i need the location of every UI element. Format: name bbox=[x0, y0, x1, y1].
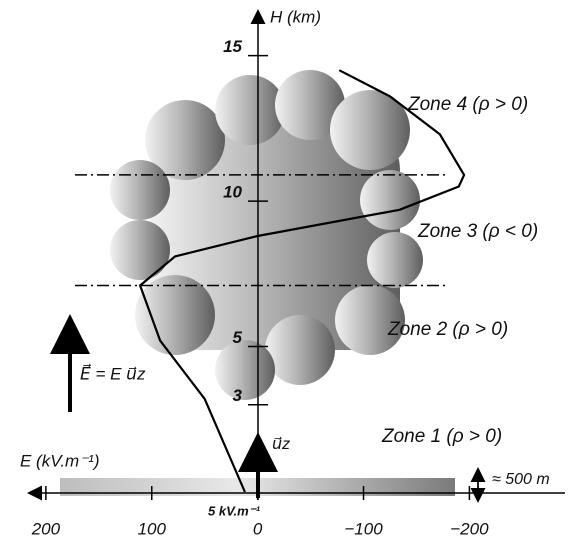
x-axis-label: E (kV.m⁻¹) bbox=[20, 451, 99, 470]
uz-label: u⃗z bbox=[272, 436, 290, 453]
zone-label: Zone 1 (ρ > 0) bbox=[381, 426, 502, 447]
page: H (km) E (kV.m⁻¹) Zone 4 (ρ > 0) Zone 3 … bbox=[0, 0, 582, 544]
y-tick-label: 15 bbox=[223, 37, 242, 56]
zone-label: Zone 4 (ρ > 0) bbox=[407, 94, 528, 115]
x-tick-label: −200 bbox=[450, 519, 489, 538]
y-tick-label: 5 bbox=[233, 328, 243, 347]
zone-label: Zone 2 (ρ > 0) bbox=[387, 319, 508, 340]
x-tick-label: 0 bbox=[253, 519, 263, 538]
x-tick-label: 100 bbox=[138, 519, 167, 538]
scale-label: 5 kV.m⁻¹ bbox=[208, 503, 261, 518]
x-tick-label: −100 bbox=[344, 519, 383, 538]
height-label: ≈ 500 m bbox=[492, 471, 550, 488]
x-tick-label: 200 bbox=[31, 519, 61, 538]
y-axis-label: H (km) bbox=[270, 7, 321, 26]
chart: H (km) E (kV.m⁻¹) Zone 4 (ρ > 0) Zone 3 … bbox=[0, 0, 582, 544]
field-label: E⃗ = E u⃗z bbox=[80, 362, 146, 383]
y-tick-label: 3 bbox=[233, 386, 243, 405]
zone-label: Zone 3 (ρ < 0) bbox=[417, 221, 538, 242]
y-tick-label: 10 bbox=[223, 183, 242, 202]
